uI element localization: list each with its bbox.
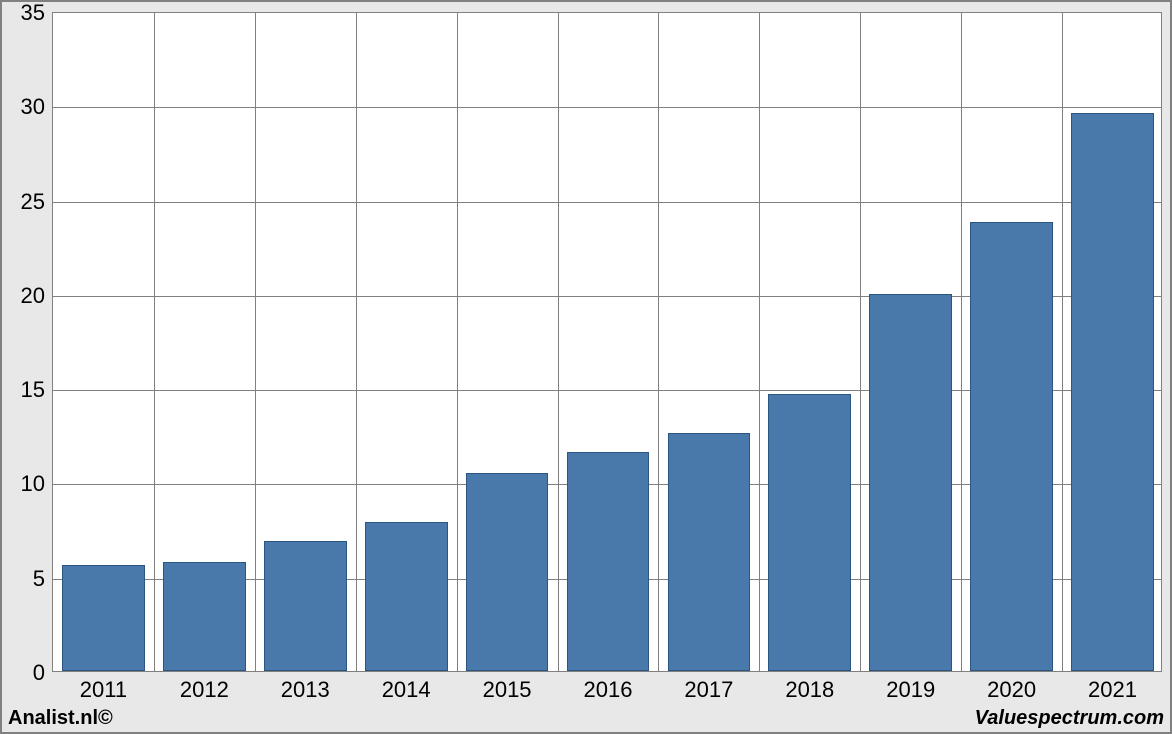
y-axis-tick-label: 10 (21, 471, 53, 497)
bar (668, 433, 751, 671)
bar (62, 565, 145, 671)
y-axis-tick-label: 20 (21, 283, 53, 309)
gridline-vertical (1062, 13, 1063, 671)
y-axis-tick-label: 35 (21, 0, 53, 26)
x-axis-tick-label: 2020 (987, 671, 1036, 703)
x-axis-tick-label: 2014 (382, 671, 431, 703)
gridline-horizontal (53, 202, 1161, 203)
bar (466, 473, 549, 671)
bar (970, 222, 1053, 671)
y-axis-tick-label: 5 (33, 566, 53, 592)
bar (1071, 113, 1154, 671)
gridline-vertical (558, 13, 559, 671)
chart-frame: 0 5 10 15 20 25 30 35 2011 2012 2013 2014 2015 2016 20… (0, 0, 1172, 734)
x-axis-tick-label: 2013 (281, 671, 330, 703)
bar (264, 541, 347, 671)
y-axis-tick-label: 30 (21, 94, 53, 120)
gridline-vertical (457, 13, 458, 671)
gridline-vertical (961, 13, 962, 671)
x-axis-tick-label: 2019 (886, 671, 935, 703)
bar (365, 522, 448, 671)
x-axis-tick-label: 2011 (80, 671, 127, 703)
x-axis-tick-label: 2021 (1088, 671, 1137, 703)
y-axis-tick-label: 0 (33, 660, 53, 686)
bar (163, 562, 246, 671)
y-axis-tick-label: 15 (21, 377, 53, 403)
footer-right-text: Valuespectrum.com (975, 707, 1164, 730)
gridline-vertical (759, 13, 760, 671)
y-axis-tick-label: 25 (21, 189, 53, 215)
gridline-horizontal (53, 107, 1161, 108)
x-axis-tick-label: 2012 (180, 671, 229, 703)
x-axis-tick-label: 2015 (483, 671, 532, 703)
gridline-vertical (154, 13, 155, 671)
plot-area: 0510152025303520112012201320142015201620… (52, 12, 1162, 672)
footer-left-text: Analist.nl© (8, 707, 113, 730)
x-axis-tick-label: 2018 (785, 671, 834, 703)
x-axis-tick-label: 2016 (584, 671, 633, 703)
gridline-vertical (658, 13, 659, 671)
gridline-vertical (860, 13, 861, 671)
x-axis-tick-label: 2017 (684, 671, 733, 703)
gridline-vertical (356, 13, 357, 671)
bar (567, 452, 650, 671)
bar (869, 294, 952, 671)
bar (768, 394, 851, 671)
gridline-vertical (255, 13, 256, 671)
